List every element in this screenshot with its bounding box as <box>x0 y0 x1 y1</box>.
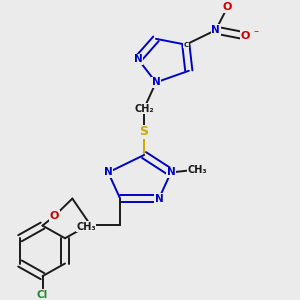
Text: N: N <box>154 194 163 204</box>
Text: N: N <box>167 167 175 177</box>
Text: O: O <box>241 31 250 41</box>
Text: Cl: Cl <box>37 290 48 300</box>
Text: O: O <box>50 211 59 221</box>
Text: CH₃: CH₃ <box>188 164 208 175</box>
Text: N: N <box>134 54 142 64</box>
Text: O: O <box>223 2 232 12</box>
Text: N: N <box>104 167 112 177</box>
Text: CH₂: CH₂ <box>134 103 154 113</box>
Text: ⁻: ⁻ <box>254 29 259 40</box>
Text: N: N <box>152 77 160 87</box>
Text: CH₃: CH₃ <box>76 222 96 232</box>
Text: N: N <box>211 25 220 35</box>
Text: S: S <box>140 125 148 138</box>
Text: C: C <box>183 42 188 48</box>
